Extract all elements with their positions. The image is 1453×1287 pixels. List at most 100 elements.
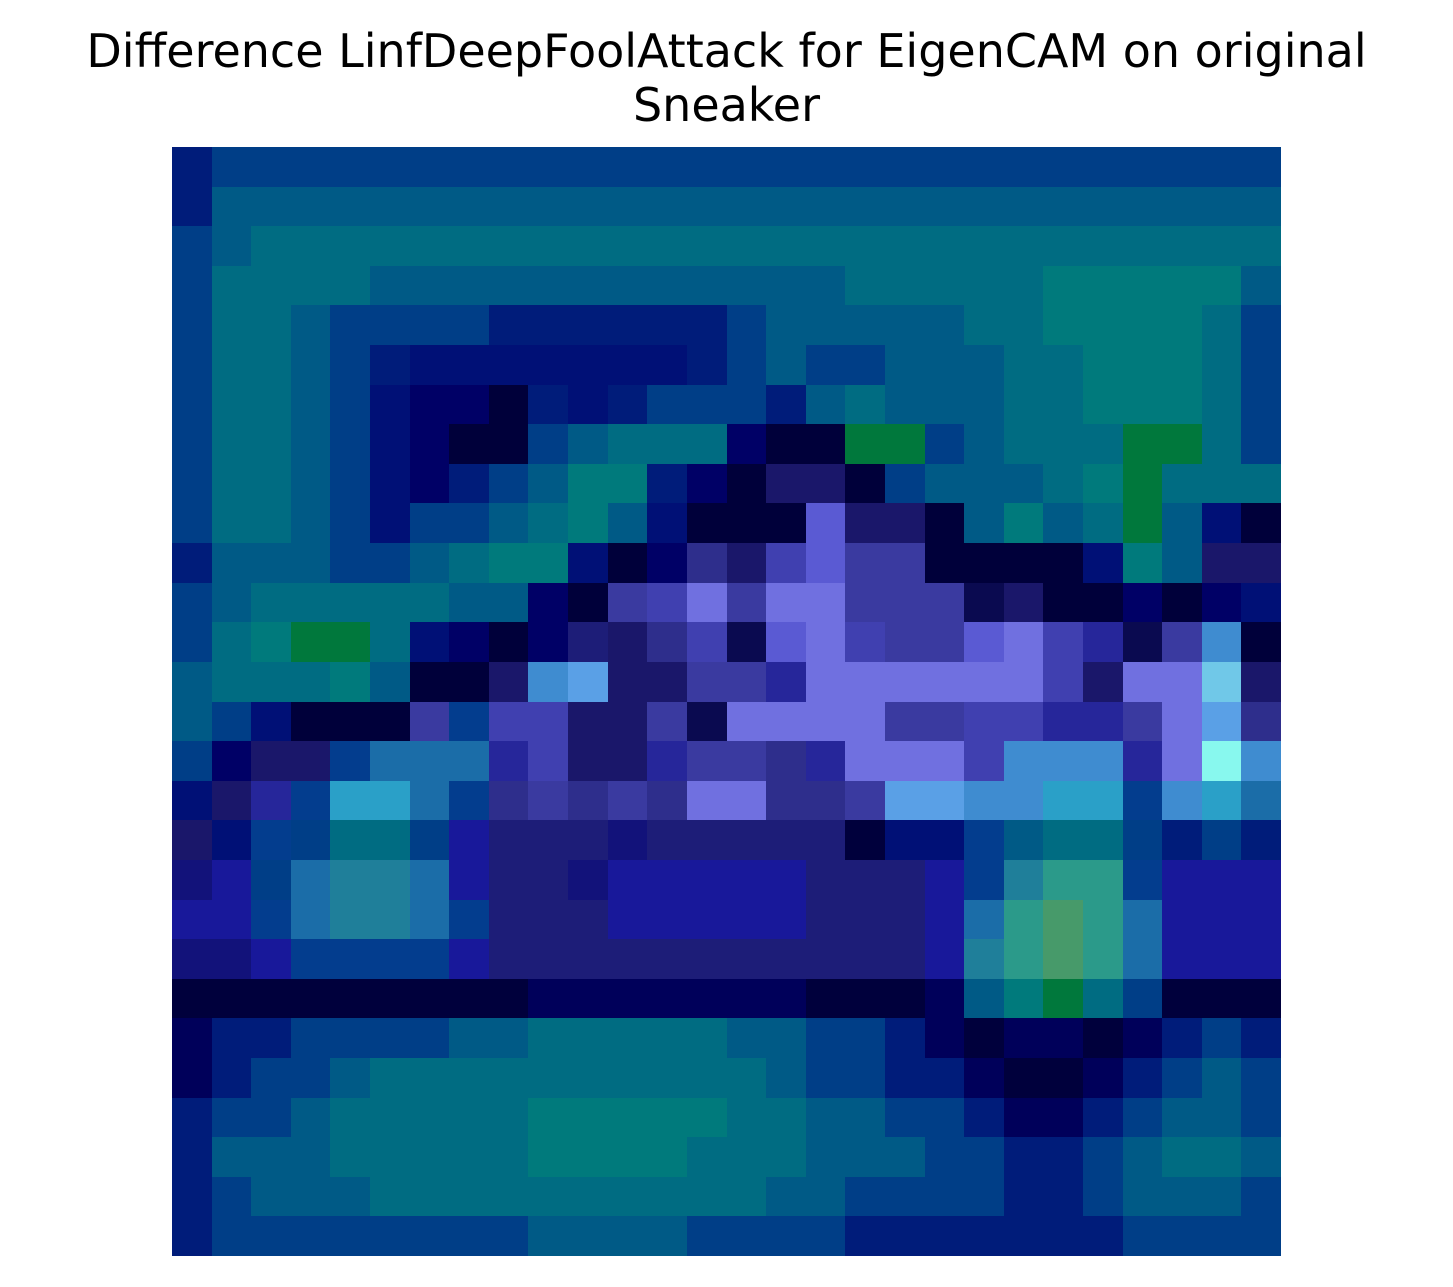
heatmap-cell [924,226,965,266]
heatmap-cell [172,384,212,425]
heatmap-cell [172,1018,212,1058]
heatmap-cell [488,503,529,544]
heatmap-cell [726,780,767,821]
heatmap-cell [884,1216,925,1256]
heatmap-cell [726,1018,767,1058]
heatmap-cell [488,899,529,940]
heatmap-cell [251,622,291,662]
heatmap-cell [845,424,885,464]
heatmap-cell [924,305,965,346]
heatmap-cell [766,226,806,266]
heatmap-cell [766,1137,806,1177]
heatmap-cell [607,503,648,544]
heatmap-cell [1082,1176,1123,1217]
heatmap-cell [1201,384,1242,425]
heatmap-cell [647,1097,687,1138]
heatmap-cell [409,503,450,544]
heatmap-cell [805,741,846,781]
heatmap-cell [211,1057,252,1098]
heatmap-cell [647,543,687,583]
heatmap-cell [488,1018,529,1058]
heatmap-cell [1122,147,1163,187]
heatmap-cell [845,265,885,306]
heatmap-cell [805,424,846,464]
heatmap-cell [1122,1057,1163,1098]
heatmap-cell [1003,1176,1044,1217]
heatmap-cell [290,1216,331,1256]
heatmap-cell [1162,543,1202,583]
heatmap-cell [607,1176,648,1217]
heatmap-cell [1003,345,1044,385]
heatmap-cell [370,384,410,425]
heatmap-cell [1162,345,1202,385]
heatmap-cell [1241,780,1281,821]
heatmap-cell [488,859,529,900]
heatmap-cell [568,384,608,425]
heatmap-cell [686,741,727,781]
heatmap-cell [1162,1176,1202,1217]
heatmap-cell [805,939,846,979]
heatmap-cell [1003,820,1044,860]
heatmap-cell [1082,859,1123,900]
heatmap-cell [686,939,727,979]
heatmap-cell [1241,582,1281,623]
heatmap-cell [370,780,410,821]
heatmap-cell [845,1216,885,1256]
heatmap-cell [409,622,450,662]
heatmap-cell [726,741,767,781]
heatmap-cell [409,226,450,266]
heatmap-cell [964,741,1004,781]
heatmap-cell [568,622,608,662]
heatmap-cell [924,741,965,781]
heatmap-cell [726,820,767,860]
heatmap-cell [686,661,727,702]
heatmap-cell [1241,1097,1281,1138]
heatmap-cell [330,701,371,742]
chart-title-line-2: Sneaker [632,78,821,132]
heatmap-cell [370,543,410,583]
heatmap-cell [1162,265,1202,306]
heatmap-cell [211,1137,252,1177]
heatmap-cell [211,345,252,385]
heatmap-cell [488,978,529,1019]
heatmap-cell [290,899,331,940]
heatmap-cell [1082,503,1123,544]
heatmap-cell [884,1137,925,1177]
heatmap-cell [924,147,965,187]
heatmap-cell [924,424,965,464]
heatmap-cell [211,424,252,464]
heatmap-cell [251,582,291,623]
heatmap-cell [211,701,252,742]
heatmap-cell [568,939,608,979]
heatmap-cell [1043,345,1083,385]
heatmap-cell [172,463,212,504]
heatmap-cell [290,1176,331,1217]
heatmap-cell [370,1057,410,1098]
heatmap-cell [1122,226,1163,266]
heatmap-cell [1082,820,1123,860]
heatmap-cell [964,1097,1004,1138]
heatmap-cell [1043,622,1083,662]
heatmap-cell [845,543,885,583]
heatmap-cell [528,622,569,662]
heatmap-cell [726,265,767,306]
heatmap-cell [1241,1176,1281,1217]
heatmap-cell [607,939,648,979]
heatmap-cell [251,226,291,266]
heatmap-cell [647,661,687,702]
heatmap-cell [528,226,569,266]
heatmap-cell [449,186,489,227]
heatmap-cell [568,1137,608,1177]
heatmap-cell [290,345,331,385]
heatmap-cell [647,582,687,623]
heatmap-cell [449,859,489,900]
heatmap-cell [1043,1216,1083,1256]
heatmap-cell [488,1057,529,1098]
heatmap-cell [251,345,291,385]
heatmap-cell [488,1216,529,1256]
heatmap-cell [330,1097,371,1138]
heatmap-cell [330,265,371,306]
heatmap-cell [1003,899,1044,940]
heatmap-cell [884,265,925,306]
heatmap-cell [607,384,648,425]
